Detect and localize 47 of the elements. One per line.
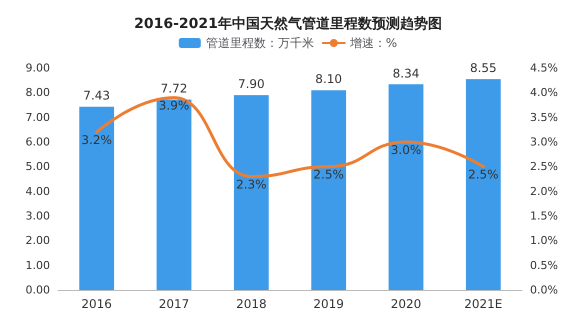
x-tick-label: 2021E [464, 297, 502, 311]
y-tick-label: 2.00 [26, 234, 50, 248]
bar [156, 100, 192, 290]
data-label: 8.34 [392, 66, 420, 80]
y2-tick-label: 0.5% [530, 258, 558, 272]
y-tick-label: 4.00 [26, 184, 50, 198]
data-label: 8.10 [315, 72, 342, 86]
data-label: 3.2% [81, 133, 112, 148]
y-tick-label: 1.00 [26, 258, 50, 272]
data-label: 2.5% [468, 168, 499, 182]
data-label: 7.72 [160, 82, 188, 96]
legend-label: 增速：% [348, 36, 398, 50]
bar [79, 106, 114, 290]
y-tick-label: 3.00 [26, 210, 50, 222]
y2-tick-label: 4.0% [530, 86, 558, 100]
data-label: 2.3% [236, 178, 267, 192]
data-label: 3.0% [390, 143, 422, 157]
y2-tick-label: 2.0% [530, 184, 558, 198]
y-tick-label: 8.00 [26, 86, 50, 100]
y2-tick-label: 1.5% [530, 210, 558, 222]
y-tick-label: 6.00 [26, 136, 50, 148]
bar [388, 84, 424, 290]
x-tick-label: 2018 [236, 297, 267, 311]
y2-tick-label: 2.5% [530, 160, 558, 174]
y-tick-label: 9.00 [26, 62, 50, 74]
y2-tick-label: 3.5% [530, 110, 558, 124]
x-tick-label: 2020 [390, 297, 422, 311]
x-tick-label: 2016 [81, 297, 112, 311]
bar [466, 79, 501, 290]
legend-label: 管道里程数：万千米 [206, 36, 314, 50]
y2-tick-label: 4.5% [530, 62, 558, 74]
data-label: 7.90 [238, 77, 265, 92]
data-label: 3.9% [158, 98, 190, 113]
x-tick-label: 2017 [158, 297, 190, 311]
chart-title: 2016-2021年中国天然气管道里程数预测趋势图 [134, 16, 442, 32]
bar [234, 95, 269, 290]
y2-tick-label: 0.0% [530, 284, 558, 296]
data-label: 2.5% [313, 168, 344, 182]
y-tick-label: 0.00 [26, 284, 50, 296]
y-tick-label: 5.00 [26, 160, 50, 174]
bar [311, 90, 346, 290]
y2-tick-label: 1.0% [530, 234, 558, 248]
y-tick-label: 7.00 [26, 110, 50, 124]
x-tick-label: 2019 [313, 297, 344, 311]
data-label: 7.43 [83, 88, 110, 103]
data-label: 8.55 [470, 61, 497, 76]
y2-tick-label: 3.0% [530, 136, 558, 148]
